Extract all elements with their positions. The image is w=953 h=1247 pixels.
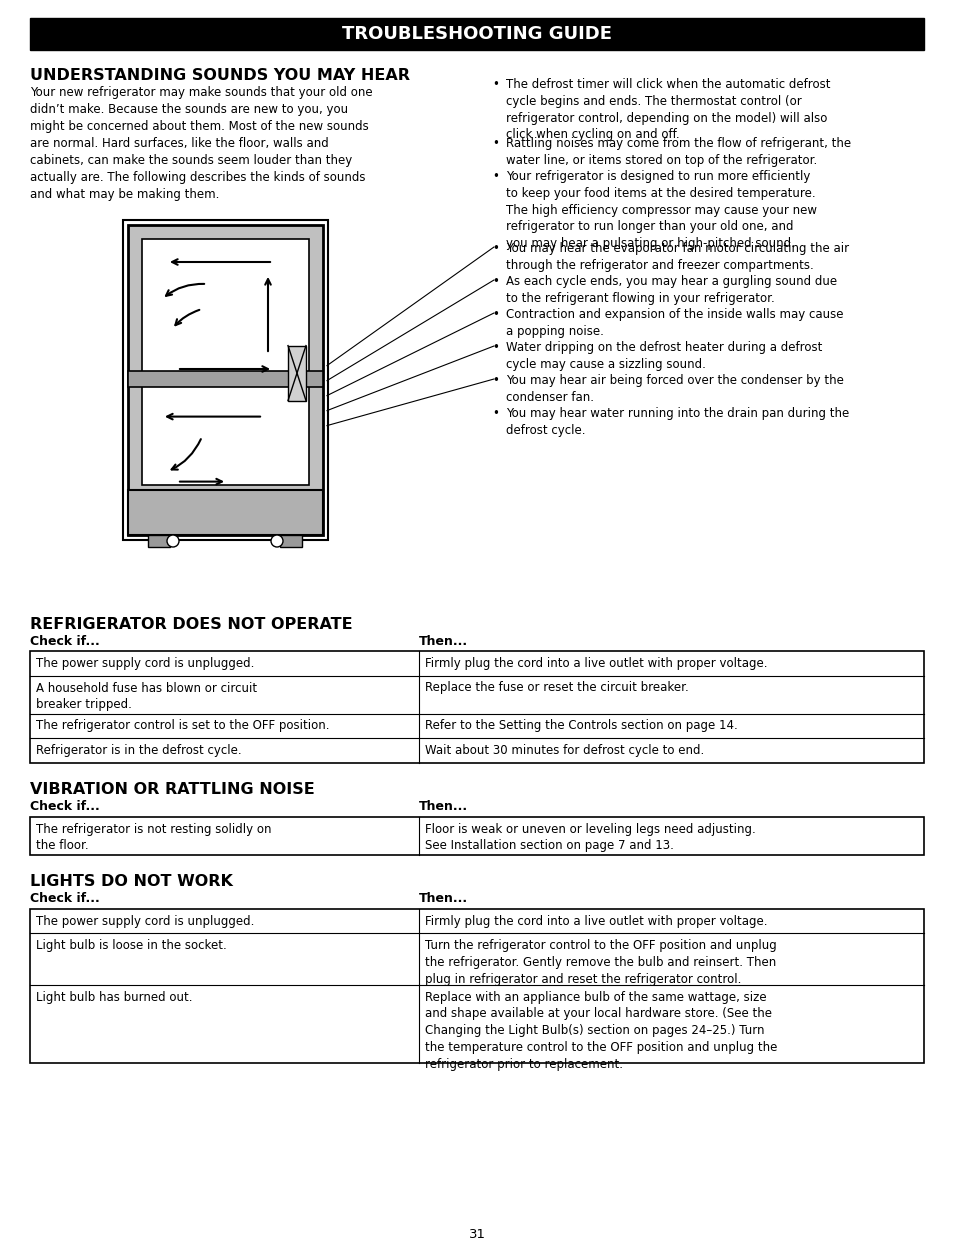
Text: Then...: Then... [418,635,468,648]
Text: •: • [492,340,498,354]
Text: Refrigerator is in the defrost cycle.: Refrigerator is in the defrost cycle. [36,744,241,757]
Text: •: • [492,374,498,387]
Text: Rattling noises may come from the flow of refrigerant, the
water line, or items : Rattling noises may come from the flow o… [505,137,850,167]
Bar [288,345,306,400]
Text: Then...: Then... [418,893,468,905]
Circle shape [271,535,283,547]
Text: Replace with an appliance bulb of the same wattage, size
and shape available at : Replace with an appliance bulb of the sa… [424,990,777,1071]
Text: •: • [492,79,498,91]
Text: You may hear the evaporator fan motor circulating the air
through the refrigerat: You may hear the evaporator fan motor ci… [505,242,848,272]
Bar [128,370,323,387]
Text: Water dripping on the defrost heater during a defrost
cycle may cause a sizzling: Water dripping on the defrost heater dur… [505,340,821,370]
Text: Check if...: Check if... [30,801,100,813]
Text: Floor is weak or uneven or leveling legs need adjusting.
See Installation sectio: Floor is weak or uneven or leveling legs… [424,823,755,852]
Text: The refrigerator control is set to the OFF position.: The refrigerator control is set to the O… [36,720,329,732]
Bar [123,219,328,540]
Text: 31: 31 [468,1228,485,1241]
Bar [280,535,302,547]
Text: Refer to the Setting the Controls section on page 14.: Refer to the Setting the Controls sectio… [424,720,737,732]
Bar [142,239,309,485]
Bar [30,909,923,1062]
Text: •: • [492,407,498,420]
Text: •: • [492,170,498,183]
Text: A household fuse has blown or circuit
breaker tripped.: A household fuse has blown or circuit br… [36,682,257,711]
Bar [30,817,923,854]
Text: •: • [492,308,498,320]
Text: Your new refrigerator may make sounds that your old one
didn’t make. Because the: Your new refrigerator may make sounds th… [30,86,373,201]
Text: The refrigerator is not resting solidly on
the floor.: The refrigerator is not resting solidly … [36,823,272,852]
Text: Light bulb is loose in the socket.: Light bulb is loose in the socket. [36,939,227,951]
Text: Your refrigerator is designed to run more efficiently
to keep your food items at: Your refrigerator is designed to run mor… [505,170,816,251]
Text: VIBRATION OR RATTLING NOISE: VIBRATION OR RATTLING NOISE [30,783,314,798]
Text: REFRIGERATOR DOES NOT OPERATE: REFRIGERATOR DOES NOT OPERATE [30,617,353,632]
Text: UNDERSTANDING SOUNDS YOU MAY HEAR: UNDERSTANDING SOUNDS YOU MAY HEAR [30,69,410,84]
Text: You may hear air being forced over the condenser by the
condenser fan.: You may hear air being forced over the c… [505,374,843,404]
Circle shape [167,535,179,547]
Text: •: • [492,137,498,150]
Bar [148,535,170,547]
Text: As each cycle ends, you may hear a gurgling sound due
to the refrigerant flowing: As each cycle ends, you may hear a gurgl… [505,276,836,304]
Text: Light bulb has burned out.: Light bulb has burned out. [36,990,193,1004]
Text: •: • [492,276,498,288]
Bar [128,490,323,535]
Text: The power supply cord is unplugged.: The power supply cord is unplugged. [36,657,254,670]
Text: LIGHTS DO NOT WORK: LIGHTS DO NOT WORK [30,874,233,889]
Bar [30,17,923,50]
Text: The defrost timer will click when the automatic defrost
cycle begins and ends. T: The defrost timer will click when the au… [505,79,830,141]
Text: Check if...: Check if... [30,893,100,905]
Bar [128,224,323,535]
Text: Contraction and expansion of the inside walls may cause
a popping noise.: Contraction and expansion of the inside … [505,308,842,338]
Text: •: • [492,242,498,254]
Text: You may hear water running into the drain pan during the
defrost cycle.: You may hear water running into the drai… [505,407,848,436]
Text: Replace the fuse or reset the circuit breaker.: Replace the fuse or reset the circuit br… [424,682,688,695]
Bar [30,651,923,762]
Text: TROUBLESHOOTING GUIDE: TROUBLESHOOTING GUIDE [341,25,612,42]
Text: Firmly plug the cord into a live outlet with proper voltage.: Firmly plug the cord into a live outlet … [424,914,766,928]
Text: Turn the refrigerator control to the OFF position and unplug
the refrigerator. G: Turn the refrigerator control to the OFF… [424,939,776,985]
Text: Wait about 30 minutes for defrost cycle to end.: Wait about 30 minutes for defrost cycle … [424,744,703,757]
Text: Firmly plug the cord into a live outlet with proper voltage.: Firmly plug the cord into a live outlet … [424,657,766,670]
Text: Then...: Then... [418,801,468,813]
Text: The power supply cord is unplugged.: The power supply cord is unplugged. [36,914,254,928]
Text: Check if...: Check if... [30,635,100,648]
